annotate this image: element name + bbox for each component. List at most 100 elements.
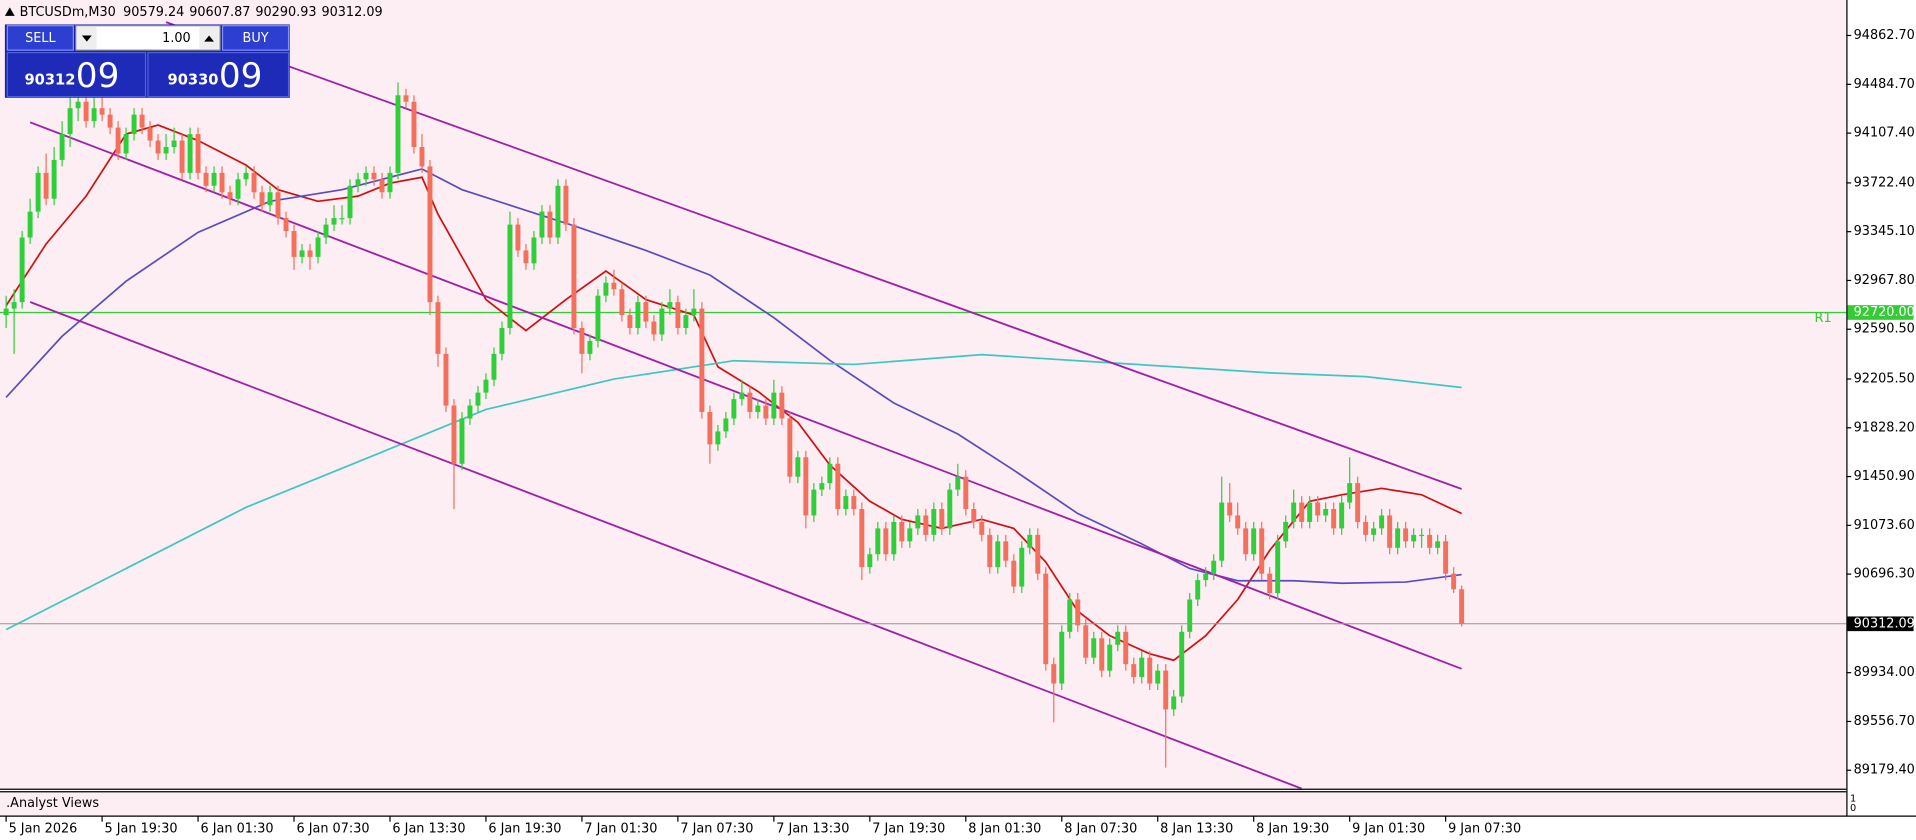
candle-body (659, 308, 665, 335)
candle-body (299, 250, 305, 257)
candle-body (1131, 664, 1137, 678)
candle-body (3, 308, 9, 316)
x-tick-label: 7 Jan 19:30 (872, 821, 945, 836)
candle-body (827, 463, 833, 484)
x-tick-label: 8 Jan 19:30 (1256, 821, 1329, 836)
candle-body (883, 528, 889, 555)
candle-body (1323, 509, 1329, 516)
y-tick-label: 92205.50 (1854, 372, 1915, 387)
candle-body (115, 127, 121, 154)
candle-body (587, 340, 593, 354)
candle-body (1387, 515, 1393, 548)
candle-body (1035, 534, 1041, 574)
candle-body (99, 108, 105, 115)
candle-body (651, 321, 657, 335)
y-tick-label: 91828.20 (1854, 420, 1915, 435)
candle-body (755, 405, 761, 413)
candle-body (1075, 599, 1081, 626)
arrow-up (204, 35, 214, 42)
close: 90312.09 (321, 5, 382, 20)
candle-body (523, 250, 529, 264)
candle-body (571, 224, 577, 328)
indicator-name: .Analyst Views (6, 796, 99, 811)
candle-body (835, 463, 841, 510)
ask-box[interactable] (147, 51, 290, 98)
candle-body (875, 528, 881, 555)
candle-body (1187, 599, 1193, 632)
lots-box[interactable] (75, 25, 221, 51)
candle-body (1403, 528, 1409, 542)
candle-body (1083, 625, 1089, 658)
candle-body (635, 302, 641, 328)
candle-body (1219, 502, 1225, 561)
candle-body (491, 353, 497, 380)
candle-body (1051, 664, 1057, 684)
y-tick-label: 89556.70 (1854, 714, 1915, 729)
candle-body (1091, 638, 1097, 658)
bid-box[interactable] (6, 51, 147, 98)
candle-body (387, 172, 393, 193)
candle-body (907, 528, 913, 542)
candle-body (1003, 541, 1009, 561)
candle-body (107, 114, 113, 128)
moving-average (5, 353, 1462, 631)
sell-label[interactable]: SELL (25, 31, 56, 46)
candle-body (315, 237, 321, 257)
candle-body (1099, 638, 1105, 671)
candle-body (995, 541, 1001, 568)
candle-body (1011, 560, 1017, 587)
candle-body (531, 237, 537, 264)
x-tick-label: 5 Jan 19:30 (105, 821, 178, 836)
candle-body (899, 521, 905, 542)
candle-body (1123, 631, 1129, 665)
candle-body (579, 327, 585, 354)
level-tag (1847, 305, 1914, 320)
x-tick-label: 8 Jan 01:30 (968, 821, 1041, 836)
candle-body (331, 218, 337, 225)
collapse-icon[interactable] (4, 7, 15, 16)
lots-value[interactable]: 1.00 (162, 31, 191, 46)
candle-body (1371, 528, 1377, 535)
candle-body (1179, 631, 1185, 697)
x-tick-label: 8 Jan 07:30 (1064, 821, 1137, 836)
candle-body (451, 405, 457, 464)
buy-label[interactable]: BUY (243, 31, 269, 46)
candle-body (979, 521, 985, 535)
y-tick-label: 93345.10 (1854, 224, 1915, 239)
candle-body (91, 108, 97, 122)
candle-body (1059, 631, 1065, 684)
trade-panel: SELL 1.00 BUY 90312 09 90330 09 (4, 24, 290, 98)
candle-body (715, 431, 721, 445)
level-tag-label: 92720.00 (1854, 305, 1915, 320)
y-tick-label: 94484.70 (1854, 77, 1915, 92)
candle-body (859, 509, 865, 568)
candle-body (155, 140, 161, 154)
candle-body (1171, 696, 1177, 710)
sell-button[interactable] (6, 25, 74, 51)
candle-body (955, 476, 961, 490)
x-tick-label: 7 Jan 07:30 (680, 821, 753, 836)
candle-body (547, 211, 553, 238)
candle-body (555, 185, 561, 238)
candle-body (467, 405, 473, 419)
candle-body (1259, 528, 1265, 574)
candle-body (667, 302, 673, 309)
candle-body (1427, 534, 1433, 548)
candle-body (1227, 502, 1233, 516)
candle-body (771, 392, 777, 419)
candle-body (1339, 502, 1345, 529)
candle-body (235, 179, 241, 199)
candle-body (843, 496, 849, 510)
candle-body (251, 172, 257, 193)
x-tick-label: 6 Jan 19:30 (488, 821, 561, 836)
candle-body (1395, 528, 1401, 548)
candle-body (963, 476, 969, 510)
candle-body (611, 282, 617, 290)
candle-body (83, 101, 89, 122)
candle-body (131, 114, 137, 135)
candle-body (411, 101, 417, 147)
candle-body (1043, 573, 1049, 665)
buy-button[interactable] (221, 25, 290, 51)
candle-body (811, 489, 817, 516)
